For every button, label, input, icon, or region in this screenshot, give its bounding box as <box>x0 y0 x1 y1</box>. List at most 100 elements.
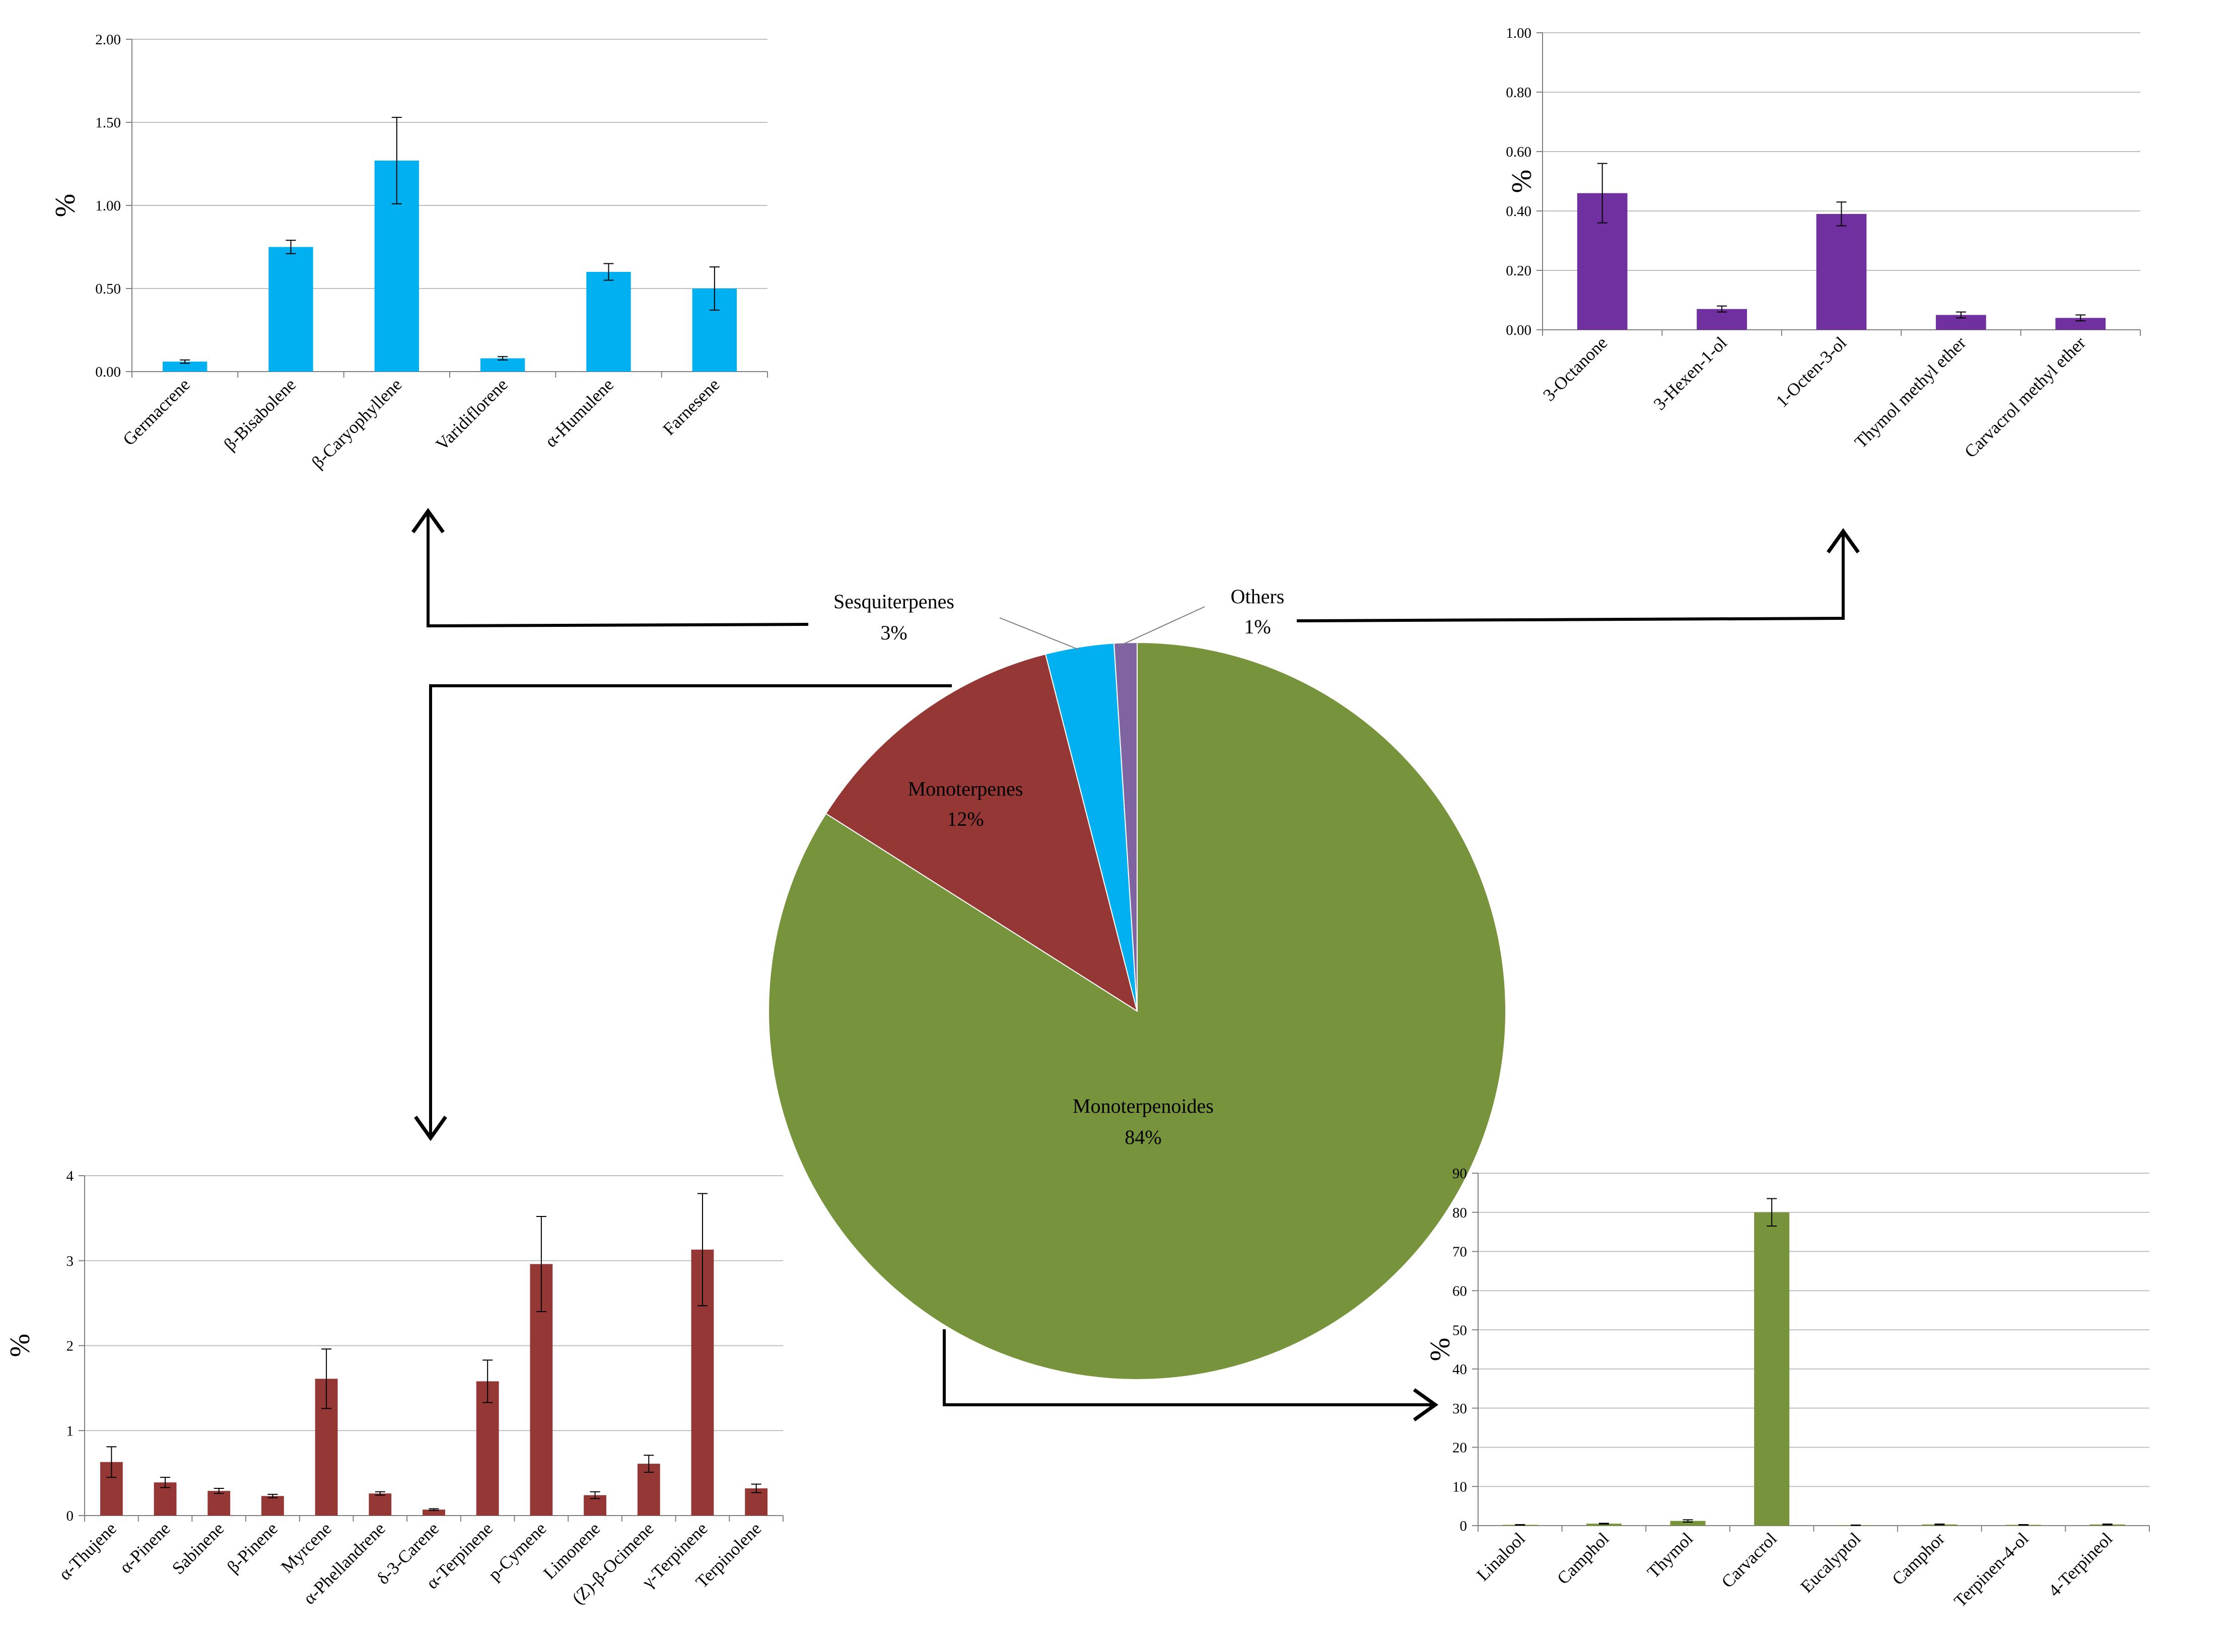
x-category-label: Camphol <box>1553 1529 1613 1589</box>
x-category-label: Sabinene <box>168 1519 228 1578</box>
error-bar-germacrene <box>180 359 190 364</box>
x-category-label: 1-Octen-3-ol <box>1772 333 1851 411</box>
y-tick-label: 0 <box>1460 1518 1467 1534</box>
bar-chart-monoterpenoides: 0 10 20 30 40 50 60 70 80 90 Linalool Camphol Thymol… <box>1425 1166 2150 1611</box>
error-bar-terpinene <box>697 1193 708 1307</box>
pie-leader-line-sesquiterpenes <box>999 617 1079 650</box>
bar-varidiflorene <box>480 358 525 372</box>
error-bar-thymol <box>1683 1519 1693 1523</box>
y-tick-label: 0.00 <box>1506 322 1531 338</box>
x-category-label: α-Thujene <box>55 1519 120 1584</box>
pie-label-monoterpenes: Monoterpenes <box>908 777 1023 800</box>
y-tick-label: 40 <box>1452 1361 1467 1378</box>
pie-chart: Monoterpenoides 84% Monoterpenes 12% Sesquit… <box>768 585 1507 1380</box>
bar-carvacrol-methyl-ether <box>2055 318 2106 330</box>
x-category-label: 4-Terpineol <box>2045 1529 2117 1601</box>
y-tick-label: 30 <box>1452 1401 1467 1417</box>
bar-chart-sesquiterpenes: 0.00 0.50 1.00 1.50 2.00 Germacrene β-Bisabole… <box>50 32 768 472</box>
bar-terpinene <box>476 1381 499 1516</box>
y-tick-label: 20 <box>1452 1440 1467 1456</box>
y-axis-label: % <box>50 194 81 218</box>
y-tick-label: 2.00 <box>95 32 121 48</box>
y-tick-label: 90 <box>1452 1166 1467 1182</box>
bar-chart-monoterpenes: 01234α-Thujeneα-PineneSabineneβ-PineneMy… <box>5 1168 784 1608</box>
x-category-label: Thymol <box>1643 1529 1697 1582</box>
x-category-label: Camphor <box>1888 1529 1948 1589</box>
x-category-label: p-Cymene <box>484 1519 550 1585</box>
y-tick-label: 80 <box>1452 1205 1467 1221</box>
y-tick-label: 3 <box>66 1253 74 1269</box>
y-tick-label: 0.50 <box>95 281 121 297</box>
error-bar-camphor <box>1934 1523 1945 1526</box>
y-tick-label: 60 <box>1452 1283 1467 1299</box>
error-bar-carvacrol-methyl-ether <box>2075 314 2086 322</box>
error-bar-4-terpineol <box>2102 1523 2113 1526</box>
x-category-label: Carvacrol methyl ether <box>1961 333 2089 462</box>
error-bar-sabinene <box>214 1488 224 1494</box>
bar-thymol <box>1670 1521 1706 1526</box>
pie-label-monoterpenoides: Monoterpenoides <box>1073 1095 1214 1117</box>
bar-1-octen-3-ol <box>1816 213 1867 330</box>
x-category-label: Varidiflorene <box>432 375 512 454</box>
pie-percent-monoterpenoides: 84% <box>1125 1126 1161 1148</box>
x-category-label: 3-Octanone <box>1539 333 1611 405</box>
y-tick-label: 0.20 <box>1506 263 1531 279</box>
y-axis-label: % <box>1425 1338 1456 1361</box>
y-tick-label: 1.00 <box>95 198 121 214</box>
bar-chart-others: 0.00 0.20 0.40 0.60 0.80 1.00 3-Octanone 3-Hexe… <box>1506 25 2141 462</box>
y-tick-label: 4 <box>66 1168 74 1184</box>
error-bar-pinene <box>267 1493 278 1498</box>
error-bar-3-hexen-1-ol <box>1717 305 1727 313</box>
bar-humulene <box>586 272 631 372</box>
y-tick-label: 1.00 <box>1506 25 1531 41</box>
x-category-label: α-Pinene <box>116 1519 174 1577</box>
error-bar-eucalyptol <box>1850 1524 1861 1526</box>
y-tick-label: 0.40 <box>1506 203 1531 220</box>
x-category-label: β-Bisabolene <box>220 375 300 454</box>
y-tick-label: 0.80 <box>1506 85 1531 101</box>
bar-camphol <box>1586 1524 1622 1526</box>
error-bar-1-octen-3-ol <box>1836 201 1847 227</box>
bar-3-carene <box>423 1510 445 1516</box>
y-tick-label: 0.60 <box>1506 144 1531 160</box>
x-category-label: α-Humulene <box>541 375 617 451</box>
pie-percent-others: 1% <box>1244 615 1271 638</box>
y-tick-label: 50 <box>1452 1322 1467 1338</box>
y-tick-label: 2 <box>66 1338 74 1354</box>
pie-label-others: Others <box>1231 585 1285 608</box>
bar-phellandrene <box>369 1493 392 1516</box>
x-category-label: Eucalyptol <box>1797 1529 1865 1597</box>
pie-slice-monoterpenes <box>825 653 1138 1013</box>
y-tick-label: 1 <box>66 1423 74 1439</box>
bar-germacrene <box>162 362 207 372</box>
error-bar-limonene <box>590 1491 600 1499</box>
x-category-label: Germacrene <box>119 375 193 449</box>
arrow-to-monoterpenoides-chart <box>943 1329 1439 1421</box>
pie-percent-sesquiterpenes: 3% <box>880 621 907 644</box>
y-tick-label: 10 <box>1452 1479 1467 1495</box>
error-bar-phellandrene <box>375 1491 385 1496</box>
y-tick-label: 0.00 <box>95 364 121 380</box>
arrow-to-others-chart <box>1296 528 1860 622</box>
x-category-label: β-Pinene <box>223 1519 282 1577</box>
x-category-label: Thymol methyl ether <box>1851 333 1970 452</box>
x-category-label: Terpinen-4-ol <box>1950 1529 2032 1611</box>
y-tick-label: 70 <box>1452 1244 1467 1260</box>
bar-pinene <box>261 1496 284 1516</box>
error-bar-bisabolene <box>286 240 296 254</box>
error-bar-3-carene <box>429 1508 439 1511</box>
error-bar-3-octanone <box>1597 163 1607 224</box>
x-category-label: 3-Hexen-1-ol <box>1650 333 1731 414</box>
bar-carvacrol <box>1754 1212 1790 1526</box>
error-bar-myrcene <box>321 1348 332 1409</box>
x-category-label: Farnesene <box>659 375 724 439</box>
pie-label-sesquiterpenes: Sesquiterpenes <box>833 590 954 613</box>
error-bar-thujene <box>106 1446 117 1478</box>
pie-percent-monoterpenes: 12% <box>947 808 984 830</box>
bar-sabinene <box>207 1491 231 1516</box>
error-bar-farnesene <box>709 266 720 311</box>
x-category-label: Carvacrol <box>1718 1529 1781 1592</box>
error-bar-varidiflorene <box>498 356 508 361</box>
